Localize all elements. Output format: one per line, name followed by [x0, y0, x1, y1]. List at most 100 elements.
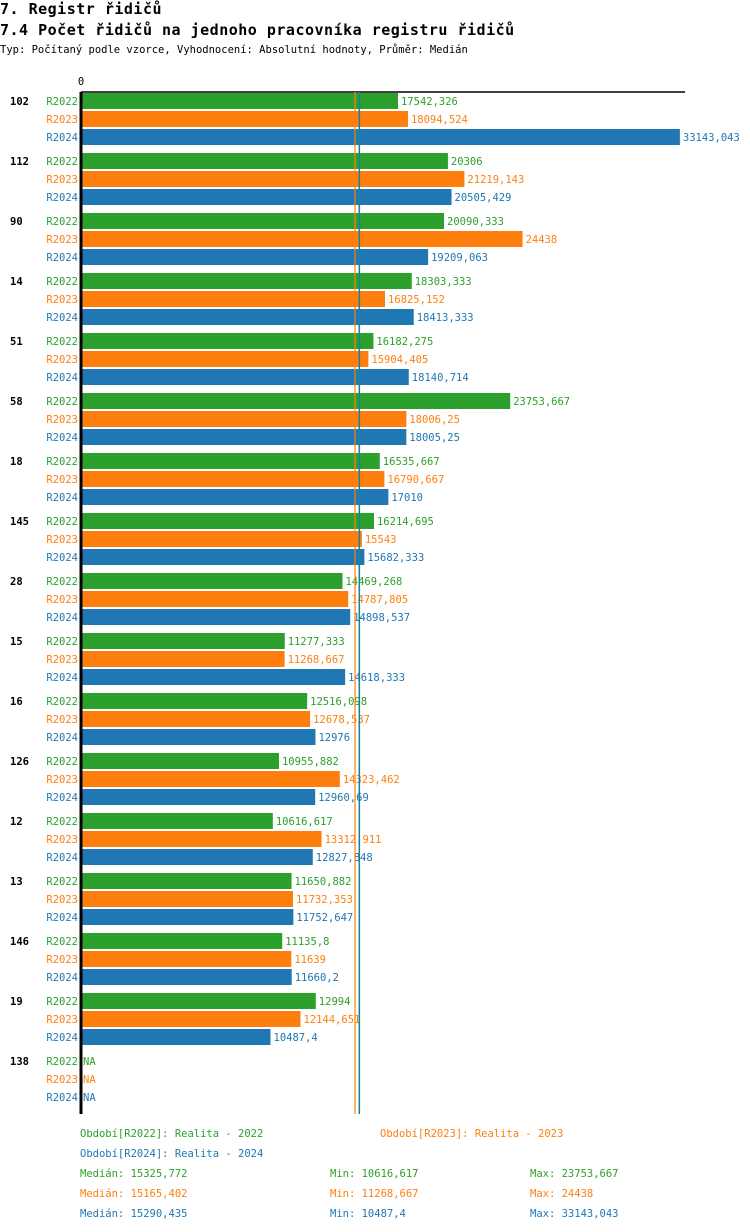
data-label: 33143,043 [683, 132, 740, 144]
bar-r2023 [81, 651, 285, 667]
series-label: R2024 [46, 432, 78, 444]
series-label: R2024 [46, 732, 78, 744]
series-label: R2023 [46, 894, 78, 906]
bar-r2024 [81, 909, 294, 925]
series-label: R2023 [46, 954, 78, 966]
category-label: 18 [10, 456, 23, 468]
data-label: 12994 [319, 996, 351, 1008]
series-label: R2023 [46, 594, 78, 606]
chart-title: 7.4 Počet řidičů na jednoho pracovníka r… [0, 21, 515, 39]
series-label: R2024 [46, 912, 78, 924]
series-label: R2022 [46, 996, 78, 1008]
data-label: 15682,333 [367, 552, 424, 564]
bar-r2022 [81, 93, 398, 109]
category-label: 146 [10, 936, 29, 948]
data-label: 11135,8 [285, 936, 329, 948]
bar-r2022 [81, 453, 380, 469]
category-label: 138 [10, 1056, 29, 1068]
section-title: 7. Registr řidičů [0, 0, 163, 18]
data-label: 11660,2 [295, 972, 339, 984]
data-label: 15543 [365, 534, 397, 546]
data-label: 21219,143 [467, 174, 524, 186]
data-label: 17542,326 [401, 96, 458, 108]
data-label: NA [83, 1074, 96, 1086]
data-label: 14469,268 [345, 576, 402, 588]
series-label: R2023 [46, 1074, 78, 1086]
series-label: R2023 [46, 294, 78, 306]
data-label: 16790,667 [387, 474, 444, 486]
bar-r2022 [81, 513, 374, 529]
series-label: R2024 [46, 492, 78, 504]
data-label: 10487,4 [274, 1032, 318, 1044]
data-label: 12516,098 [310, 696, 367, 708]
data-label: 16535,667 [383, 456, 440, 468]
min-r2024: Min: 10487,4 [330, 1208, 406, 1220]
series-label: R2024 [46, 192, 78, 204]
bar-r2023 [81, 1011, 301, 1027]
data-label: NA [83, 1056, 96, 1068]
series-label: R2024 [46, 252, 78, 264]
data-label: 12976 [318, 732, 350, 744]
series-label: R2022 [46, 636, 78, 648]
series-label: R2024 [46, 1032, 78, 1044]
bar-r2022 [81, 333, 374, 349]
bar-r2023 [81, 291, 386, 307]
bar-r2023 [81, 471, 385, 487]
series-label: R2022 [46, 816, 78, 828]
median-r2022: Medián: 15325,772 [80, 1168, 188, 1180]
bar-r2024 [81, 729, 316, 745]
series-label: R2023 [46, 234, 78, 246]
bar-r2023 [81, 231, 523, 247]
bar-r2023 [81, 891, 294, 907]
bar-r2022 [81, 153, 448, 169]
category-label: 90 [10, 216, 23, 228]
bar-r2022 [81, 753, 279, 769]
data-label: 19209,063 [431, 252, 488, 264]
bar-r2023 [81, 951, 292, 967]
series-label: R2024 [46, 1092, 78, 1104]
data-label: 11732,353 [296, 894, 353, 906]
bar-r2023 [81, 591, 349, 607]
series-label: R2023 [46, 1014, 78, 1026]
bar-r2023 [81, 771, 340, 787]
data-label: 10616,617 [276, 816, 333, 828]
data-label: 14323,462 [343, 774, 400, 786]
series-label: R2023 [46, 354, 78, 366]
category-label: 15 [10, 636, 23, 648]
bar-r2022 [81, 813, 273, 829]
median-r2024: Medián: 15290,435 [80, 1208, 188, 1220]
bar-r2023 [81, 411, 407, 427]
bar-r2022 [81, 933, 283, 949]
series-label: R2023 [46, 834, 78, 846]
data-label: 18140,714 [412, 372, 469, 384]
series-label: R2022 [46, 96, 78, 108]
category-label: 51 [10, 336, 23, 348]
series-label: R2022 [46, 1056, 78, 1068]
data-label: 18005,25 [409, 432, 460, 444]
data-label: 16825,152 [388, 294, 445, 306]
series-label: R2024 [46, 132, 78, 144]
bar-r2024 [81, 429, 407, 445]
series-label: R2024 [46, 372, 78, 384]
bar-r2022 [81, 393, 511, 409]
data-label: 16182,275 [376, 336, 433, 348]
bar-r2022 [81, 213, 445, 229]
bar-r2024 [81, 1029, 271, 1045]
bar-r2023 [81, 531, 362, 547]
x-tick-label: 0 [78, 76, 84, 88]
series-label: R2022 [46, 336, 78, 348]
series-label: R2022 [46, 756, 78, 768]
data-label: 14618,333 [348, 672, 405, 684]
bar-r2022 [81, 693, 308, 709]
series-label: R2023 [46, 114, 78, 126]
data-label: 11277,333 [288, 636, 345, 648]
series-label: R2023 [46, 774, 78, 786]
data-label: 11268,667 [288, 654, 345, 666]
category-label: 126 [10, 756, 29, 768]
series-label: R2022 [46, 156, 78, 168]
min-r2022: Min: 10616,617 [330, 1168, 419, 1180]
median-r2023: Medián: 15165,402 [80, 1188, 188, 1200]
series-label: R2022 [46, 876, 78, 888]
data-label: 18303,333 [415, 276, 472, 288]
category-label: 19 [10, 996, 23, 1008]
